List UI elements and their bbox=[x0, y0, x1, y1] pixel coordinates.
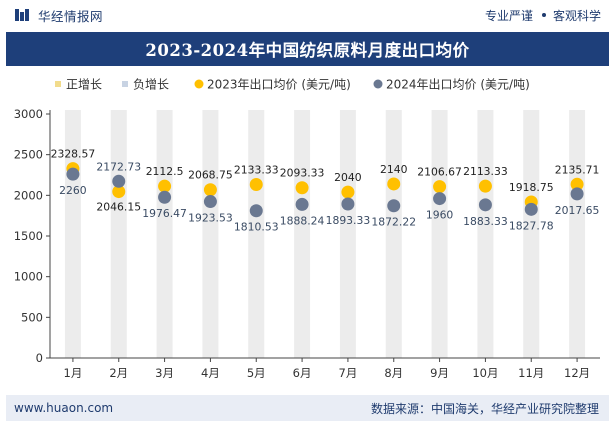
category-background-bar bbox=[248, 110, 265, 358]
data-label-2023: 2113.33 bbox=[463, 165, 508, 178]
x-tick-label: 8月 bbox=[384, 366, 403, 380]
category-background-bar bbox=[156, 110, 173, 358]
legend-swatch-series-2024 bbox=[373, 79, 383, 89]
brand-name: 华经情报网 bbox=[38, 8, 104, 24]
legend-label-decrease: 负增长 bbox=[133, 78, 169, 92]
chart-area: 正增长 负增长 2023年出口均价 (美元/吨) 2024年出口均价 (美元/吨) 0 5… bbox=[14, 78, 600, 380]
data-label-2024: 1960 bbox=[426, 209, 454, 222]
point-2024 bbox=[158, 190, 172, 204]
x-tick-label: 12月 bbox=[564, 366, 590, 380]
y-tick-label: 3000 bbox=[14, 107, 43, 121]
category-background-bar bbox=[339, 110, 356, 358]
chart-title: 2023-2024年中国纺织原料月度出口均价 bbox=[145, 41, 470, 60]
data-label-2024: 1883.33 bbox=[463, 215, 508, 228]
top-bar: 华经情报网 专业严谨 客观科学 bbox=[0, 0, 615, 30]
point-2023 bbox=[387, 177, 401, 191]
data-label-2023: 2046.15 bbox=[96, 201, 141, 214]
category-background-bar bbox=[431, 110, 448, 358]
bullet-dot-icon bbox=[541, 13, 546, 17]
legend-label-series-2023: 2023年出口均价 (美元/吨) bbox=[207, 78, 351, 92]
point-2024 bbox=[341, 197, 355, 211]
legend-label-increase: 正增长 bbox=[66, 78, 102, 92]
data-label-2024: 1893.33 bbox=[326, 214, 371, 227]
point-2024 bbox=[387, 199, 401, 213]
footer: www.huaon.com 数据来源：中国海关，华经产业研究院整理 bbox=[6, 395, 609, 421]
y-tick-label: 500 bbox=[21, 310, 43, 324]
point-2023 bbox=[112, 185, 126, 199]
data-label-2023: 2112.5 bbox=[146, 165, 184, 178]
y-tick-label: 1500 bbox=[14, 229, 43, 243]
x-tick-label: 3月 bbox=[155, 366, 174, 380]
x-tick-label: 10月 bbox=[472, 366, 498, 380]
data-label-2023: 2133.33 bbox=[234, 163, 279, 176]
y-tick-label: 2500 bbox=[14, 148, 43, 162]
point-2023 bbox=[203, 183, 217, 197]
x-tick-label: 7月 bbox=[339, 366, 358, 380]
data-label-2024: 1810.53 bbox=[234, 221, 279, 234]
data-label-2024: 1976.47 bbox=[142, 207, 187, 220]
footer-source: 数据来源：中国海关，华经产业研究院整理 bbox=[370, 401, 599, 416]
data-label-2023: 2135.71 bbox=[555, 163, 600, 176]
legend-swatch-increase bbox=[55, 81, 61, 87]
brand: 华经情报网 bbox=[14, 6, 103, 25]
x-tick-label: 9月 bbox=[430, 366, 449, 380]
x-tick-label: 1月 bbox=[64, 366, 83, 380]
point-2024 bbox=[66, 167, 80, 181]
x-tick-label: 2月 bbox=[109, 366, 128, 380]
data-label-2024: 2172.73 bbox=[96, 160, 141, 173]
point-2024 bbox=[433, 192, 447, 206]
footer-site[interactable]: www.huaon.com bbox=[14, 401, 114, 415]
category-background-bar bbox=[477, 110, 494, 358]
legend-label-series-2024: 2024年出口均价 (美元/吨) bbox=[386, 78, 530, 92]
point-2023 bbox=[478, 179, 492, 193]
point-2023 bbox=[341, 185, 355, 199]
x-tick-label: 4月 bbox=[201, 366, 220, 380]
data-label-2024: 1888.24 bbox=[280, 214, 325, 227]
point-2024 bbox=[295, 197, 309, 211]
legend-swatch-decrease bbox=[122, 81, 128, 87]
point-2024 bbox=[249, 204, 263, 218]
point-2024 bbox=[570, 187, 584, 201]
legend-swatch-series-2023 bbox=[194, 79, 204, 89]
category-background-bar bbox=[110, 110, 127, 358]
point-2023 bbox=[295, 181, 309, 195]
point-2024 bbox=[112, 174, 126, 188]
data-label-2023: 2093.33 bbox=[280, 167, 325, 180]
data-label-2023: 2140 bbox=[380, 163, 408, 176]
x-tick-label: 6月 bbox=[293, 366, 312, 380]
data-label-2024: 1872.22 bbox=[371, 216, 416, 229]
category-background-bar bbox=[569, 110, 586, 358]
chart-title-bar: 2023-2024年中国纺织原料月度出口均价 bbox=[6, 32, 609, 66]
point-2024 bbox=[478, 198, 492, 212]
huajing-logo-icon bbox=[15, 9, 29, 21]
data-label-2023: 1918.75 bbox=[509, 181, 554, 194]
data-label-2023: 2040 bbox=[334, 171, 362, 184]
tagline-professional: 专业严谨 bbox=[484, 8, 533, 23]
data-label-2024: 2260 bbox=[59, 184, 87, 197]
point-2023 bbox=[570, 177, 584, 191]
category-background-bar bbox=[523, 110, 540, 358]
tagline: 专业严谨 客观科学 bbox=[485, 7, 601, 24]
category-background-bar bbox=[385, 110, 402, 358]
data-label-2023: 2328.57 bbox=[51, 148, 96, 161]
data-label-2023: 2068.75 bbox=[188, 169, 233, 182]
data-label-2024: 1827.78 bbox=[509, 219, 554, 232]
tagline-objective: 客观科学 bbox=[552, 8, 601, 23]
data-label-2023: 2106.67 bbox=[417, 166, 462, 179]
x-tick-label: 5月 bbox=[247, 366, 266, 380]
y-tick-label: 2000 bbox=[14, 188, 43, 202]
category-background-bar bbox=[202, 110, 219, 358]
point-2024 bbox=[524, 202, 538, 216]
y-tick-label: 0 bbox=[36, 351, 43, 365]
point-2023 bbox=[158, 179, 172, 193]
data-label-2024: 1923.53 bbox=[188, 212, 233, 225]
x-tick-label: 11月 bbox=[518, 366, 544, 380]
point-2023 bbox=[249, 177, 263, 191]
y-tick-label: 1000 bbox=[14, 270, 43, 284]
data-label-2024: 2017.65 bbox=[555, 204, 600, 217]
point-2023 bbox=[433, 180, 447, 194]
point-2024 bbox=[203, 195, 217, 209]
category-background-bar bbox=[294, 110, 311, 358]
